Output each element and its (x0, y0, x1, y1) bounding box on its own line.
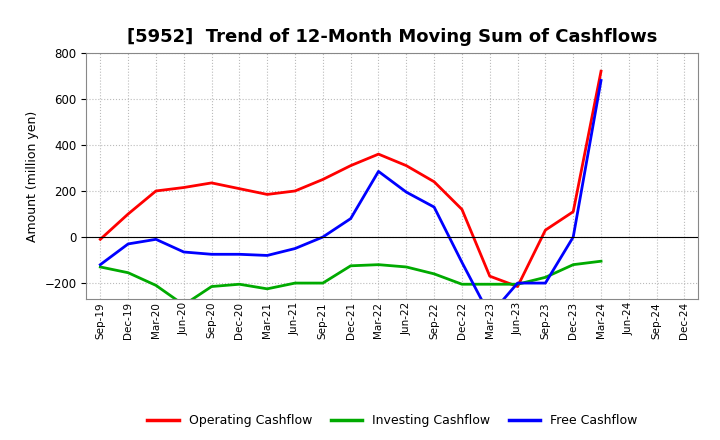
Legend: Operating Cashflow, Investing Cashflow, Free Cashflow: Operating Cashflow, Investing Cashflow, … (143, 409, 642, 432)
Operating Cashflow (597, 69, 606, 74)
Investing Cashflow (179, 302, 188, 308)
Free Cashflow (96, 262, 104, 267)
Operating Cashflow (430, 179, 438, 184)
Operating Cashflow (207, 180, 216, 186)
Investing Cashflow (124, 270, 132, 275)
Free Cashflow (458, 260, 467, 265)
Operating Cashflow (263, 192, 271, 197)
Operating Cashflow (179, 185, 188, 190)
Free Cashflow (430, 205, 438, 210)
Investing Cashflow (374, 262, 383, 267)
Line: Investing Cashflow: Investing Cashflow (100, 261, 601, 305)
Investing Cashflow (152, 283, 161, 288)
Investing Cashflow (569, 262, 577, 267)
Investing Cashflow (541, 275, 550, 280)
Operating Cashflow (402, 163, 410, 168)
Operating Cashflow (458, 207, 467, 212)
Investing Cashflow (346, 263, 355, 268)
Free Cashflow (513, 280, 522, 286)
Line: Free Cashflow: Free Cashflow (100, 81, 601, 315)
Free Cashflow (597, 78, 606, 83)
Investing Cashflow (96, 264, 104, 270)
Investing Cashflow (291, 280, 300, 286)
Free Cashflow (318, 235, 327, 240)
Operating Cashflow (513, 284, 522, 289)
Free Cashflow (235, 252, 243, 257)
Free Cashflow (374, 169, 383, 174)
Y-axis label: Amount (million yen): Amount (million yen) (26, 110, 39, 242)
Line: Operating Cashflow: Operating Cashflow (100, 71, 601, 286)
Investing Cashflow (597, 259, 606, 264)
Free Cashflow (485, 313, 494, 318)
Operating Cashflow (569, 209, 577, 214)
Operating Cashflow (96, 237, 104, 242)
Investing Cashflow (318, 280, 327, 286)
Investing Cashflow (263, 286, 271, 291)
Operating Cashflow (541, 227, 550, 233)
Free Cashflow (124, 241, 132, 246)
Title: [5952]  Trend of 12-Month Moving Sum of Cashflows: [5952] Trend of 12-Month Moving Sum of C… (127, 28, 657, 46)
Investing Cashflow (207, 284, 216, 289)
Free Cashflow (207, 252, 216, 257)
Free Cashflow (179, 249, 188, 255)
Operating Cashflow (374, 151, 383, 157)
Operating Cashflow (318, 177, 327, 182)
Investing Cashflow (235, 282, 243, 287)
Free Cashflow (291, 246, 300, 251)
Free Cashflow (152, 237, 161, 242)
Free Cashflow (346, 216, 355, 221)
Investing Cashflow (485, 282, 494, 287)
Investing Cashflow (430, 271, 438, 276)
Operating Cashflow (485, 274, 494, 279)
Free Cashflow (541, 280, 550, 286)
Free Cashflow (402, 190, 410, 195)
Operating Cashflow (152, 188, 161, 194)
Investing Cashflow (402, 264, 410, 270)
Operating Cashflow (346, 163, 355, 168)
Investing Cashflow (513, 282, 522, 287)
Operating Cashflow (235, 186, 243, 191)
Free Cashflow (263, 253, 271, 258)
Free Cashflow (569, 235, 577, 240)
Operating Cashflow (124, 211, 132, 216)
Investing Cashflow (458, 282, 467, 287)
Operating Cashflow (291, 188, 300, 194)
